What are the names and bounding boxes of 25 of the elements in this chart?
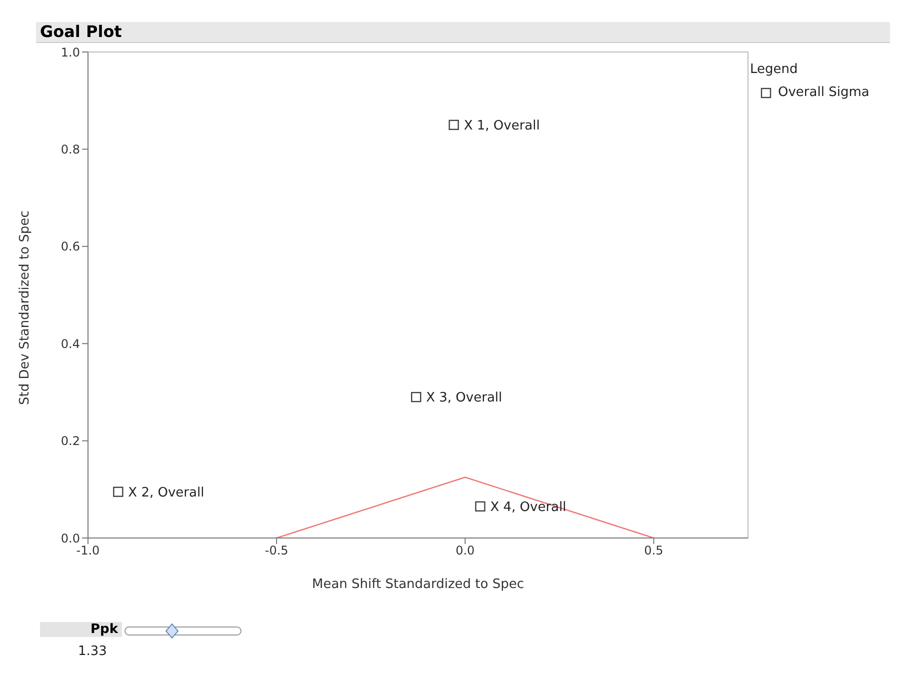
annotation: X 1, Overall xyxy=(464,118,540,134)
chart-title: Goal Plot xyxy=(36,22,890,43)
y-tick-label: 0.6 xyxy=(60,240,80,254)
y-tick-label: 0.8 xyxy=(60,142,80,156)
y-tick-label: 0.2 xyxy=(60,434,80,448)
annotation: X 2, Overall xyxy=(128,485,204,500)
y-tick-label: 0.4 xyxy=(60,336,80,351)
y-axis-title: Std Dev Standardized to Spec xyxy=(18,210,33,405)
x-tick-label: 0.5 xyxy=(644,544,664,558)
text: Ppk xyxy=(40,622,122,637)
x-tick-label: 0.0 xyxy=(456,544,475,558)
legend-title: Legend xyxy=(750,62,799,77)
x-tick-label: -0.5 xyxy=(264,544,288,558)
annotation: X 4, Overall xyxy=(490,500,566,516)
point xyxy=(411,392,422,402)
text: 1.33 xyxy=(78,644,107,659)
x-axis-title: Mean Shift Standardized to Spec xyxy=(312,577,524,592)
y-tick-label: 0.0 xyxy=(60,531,80,546)
annotation: X 3, Overall xyxy=(426,390,502,406)
y-tick-label: 1.0 xyxy=(60,45,80,60)
point xyxy=(448,120,459,130)
x-tick-label: -1.0 xyxy=(76,544,100,558)
point xyxy=(475,501,486,512)
legend-label: Overall Sigma xyxy=(777,85,870,100)
point xyxy=(113,486,124,497)
